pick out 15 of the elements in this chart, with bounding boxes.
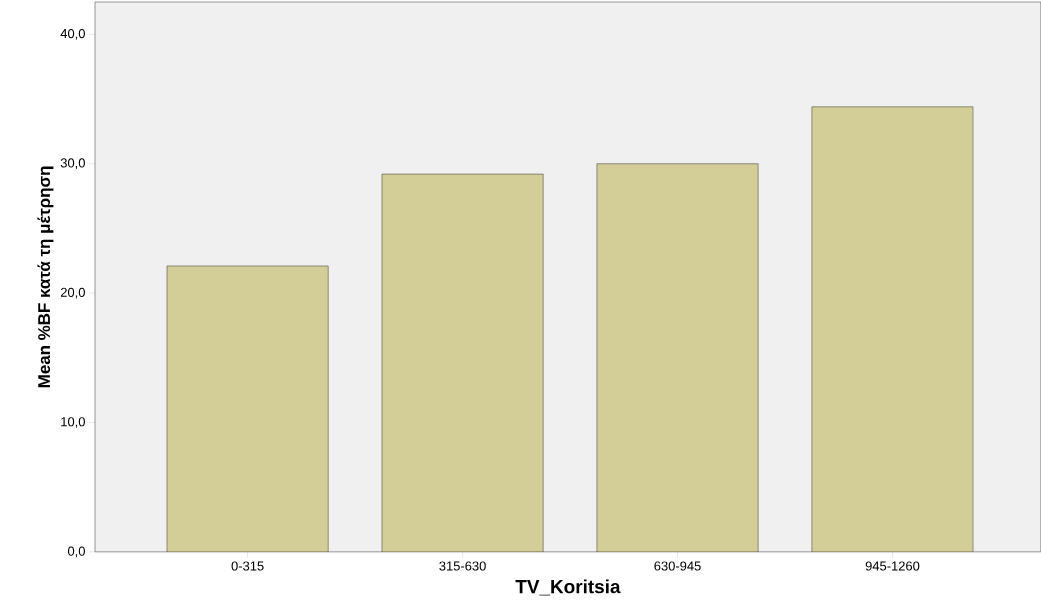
y-tick-label: 10,0 <box>61 417 85 428</box>
y-tick-label: 30,0 <box>60 158 85 170</box>
y-tick-label: 20,0 <box>60 287 85 299</box>
bar <box>596 163 759 552</box>
y-tick-label: 40,0 <box>60 29 85 40</box>
x-tick-label: 0-315 <box>231 561 264 571</box>
y-tick-label: 0,0 <box>67 546 85 558</box>
bar <box>167 266 329 552</box>
bar <box>381 173 544 552</box>
x-tick-label: 945-1260 <box>865 561 920 571</box>
x-tick-label: 315-630 <box>439 561 486 571</box>
x-tick-label: 630-945 <box>654 561 701 571</box>
y-axis-title: Mean %BF κατά τη μέτρηση <box>37 166 54 388</box>
bar <box>811 106 974 552</box>
x-axis-title: TV_Koritsia <box>515 579 621 596</box>
